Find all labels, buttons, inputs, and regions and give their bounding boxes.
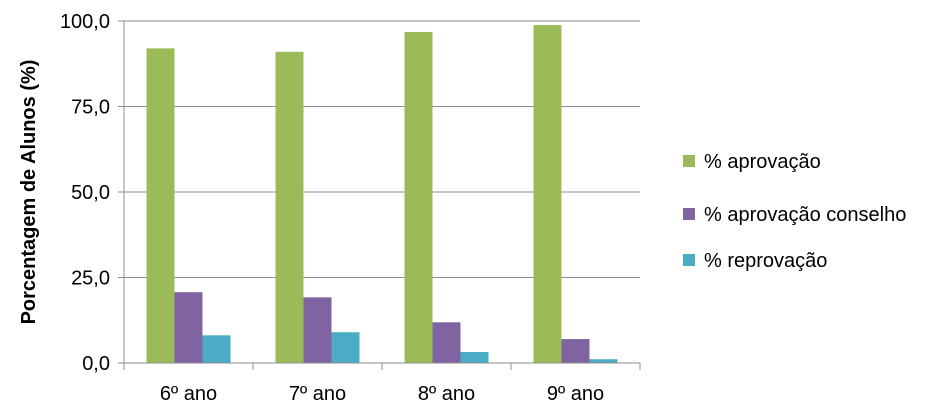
x-tick-label: 6º ano: [160, 383, 217, 405]
bar: [174, 292, 203, 363]
x-tick-labels: 6º ano 7º ano 8º ano 9º ano: [160, 383, 604, 405]
y-tick-labels: 0,0 25,0 50,0 75,0 100,0: [60, 11, 110, 375]
bar: [533, 25, 562, 363]
bar: [589, 359, 618, 363]
y-tick-label: 0,0: [82, 353, 110, 375]
x-tick-label: 8º ano: [418, 383, 475, 405]
legend-label: % reprovação: [704, 250, 827, 272]
y-tick-label: 50,0: [71, 182, 110, 204]
legend: % aprovação % aprovação conselho % reprova…: [683, 151, 906, 272]
bar: [303, 297, 332, 363]
bars: [146, 25, 618, 364]
y-tick-label: 100,0: [60, 11, 110, 33]
legend-swatch: [683, 254, 695, 266]
legend-label: % aprovação: [704, 151, 821, 173]
bar: [146, 48, 175, 364]
bar: [460, 352, 489, 363]
bar: [331, 332, 360, 363]
legend-swatch: [683, 208, 695, 220]
y-tick-label: 25,0: [71, 268, 110, 290]
axes: [123, 21, 641, 370]
legend-swatch: [683, 155, 695, 167]
legend-label: % aprovação conselho: [704, 204, 906, 226]
x-tick-label: 9º ano: [547, 383, 604, 405]
bar: [275, 51, 304, 363]
y-tick-label: 75,0: [71, 97, 110, 119]
bar: [432, 322, 461, 363]
x-tick-label: 7º ano: [289, 383, 346, 405]
bar: [202, 335, 231, 363]
bar: [561, 339, 590, 363]
bar: [404, 31, 433, 363]
y-axis-label: Porcentagem de Alunos (%): [18, 60, 40, 325]
